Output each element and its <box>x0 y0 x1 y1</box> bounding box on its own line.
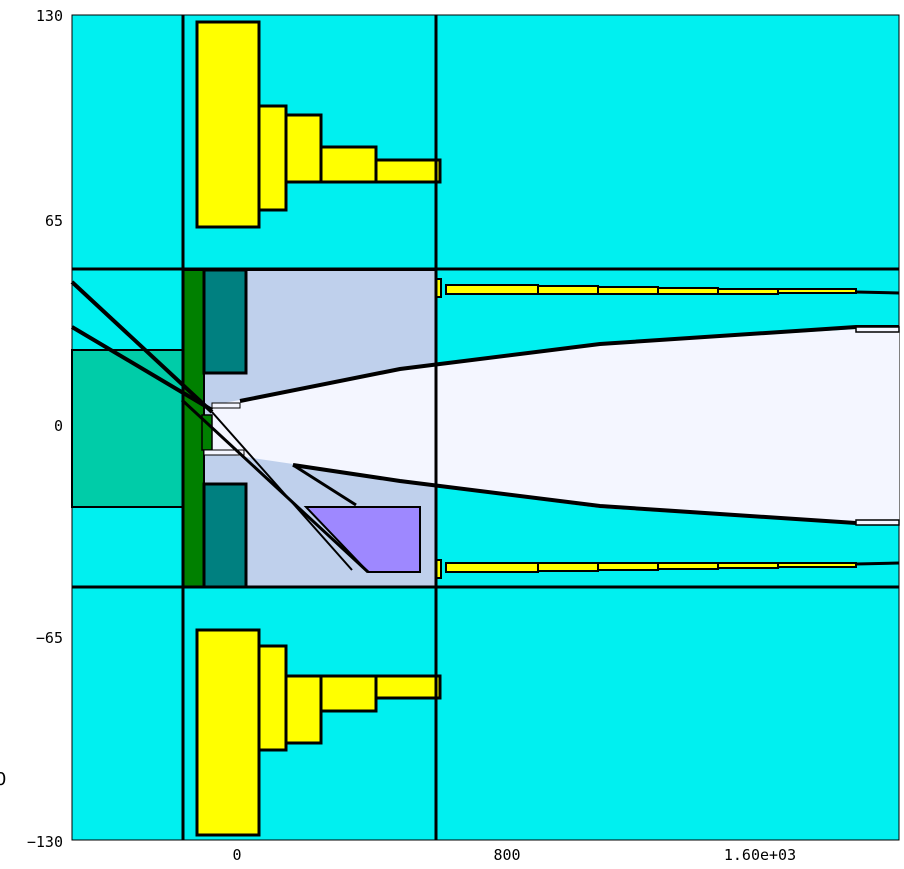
green-plate <box>182 269 205 588</box>
y-tick-label: 130 <box>36 7 63 25</box>
stray-label: 0 <box>0 769 6 790</box>
diagonal-line-4 <box>211 411 353 571</box>
bore-lower-lip <box>855 519 900 526</box>
upper-rail <box>435 278 900 298</box>
x-tick-label: 1.60e+03 <box>724 846 796 864</box>
lower-rail <box>435 559 900 579</box>
teal-block-upper <box>202 268 248 375</box>
violet-block <box>303 506 421 573</box>
y-tick-label: −65 <box>36 629 63 647</box>
frame-lines <box>72 15 899 840</box>
diagonal-line-3 <box>180 398 370 574</box>
y-tick-label: −130 <box>27 833 63 851</box>
teal-sliver-upper <box>211 402 241 409</box>
diagonal-line-5 <box>292 463 357 507</box>
left-slab <box>71 349 184 508</box>
teal-sliver-lower <box>203 449 245 456</box>
yellow-stack-upper <box>195 20 442 229</box>
diagonal-line-2 <box>70 325 214 412</box>
x-tick-label: 800 <box>493 846 520 864</box>
y-tick-label: 0 <box>54 417 63 435</box>
x-tick-label: 0 <box>232 846 241 864</box>
yellow-stack-lower <box>195 628 442 837</box>
y-tick-label: 65 <box>45 212 63 230</box>
bore-upper-lip <box>855 326 900 333</box>
bore-cone <box>212 329 899 524</box>
diagonal-line-1 <box>70 280 214 414</box>
teal-block-lower <box>202 482 248 589</box>
